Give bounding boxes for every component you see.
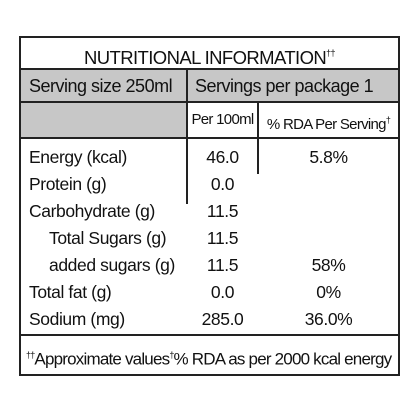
table-row: added sugars (g) 11.5 58% <box>21 252 398 279</box>
footnote-row: ††Approximate values†% RDA as per 2000 k… <box>21 334 398 374</box>
header-rda-text: % RDA Per Serving <box>266 116 387 133</box>
table-row: Energy (kcal) 46.0 5.8% <box>21 144 398 171</box>
per-100ml-value: 0.0 <box>210 174 235 194</box>
per-100ml-value: 0.0 <box>210 282 235 302</box>
per-100ml-value: 11.5 <box>206 255 239 275</box>
footnote-rda: % RDA as per 2000 kcal energy <box>173 349 393 369</box>
rda-value: 58% <box>311 255 346 275</box>
rda-value: 5.8% <box>309 147 348 167</box>
table-row: Carbohydrate (g) 11.5 <box>21 198 398 225</box>
rda-value: 36.0% <box>304 309 353 329</box>
title-footnote-mark: †† <box>326 48 335 58</box>
nutrition-label: NUTRITIONAL INFORMATION†† Serving size 2… <box>19 36 400 376</box>
column-divider-1 <box>186 68 188 204</box>
rda-value: 0% <box>316 282 341 302</box>
servings-per-package: Servings per package 1 <box>195 76 374 96</box>
table-row: Total Sugars (g) 11.5 <box>21 225 398 252</box>
per-100ml-value: 11.5 <box>206 201 239 221</box>
header-blank-cell <box>21 103 186 137</box>
nutrient-name: Sodium (mg) <box>29 309 125 329</box>
column-header-row: Per 100ml % RDA Per Serving† <box>21 103 398 139</box>
rda-footnote-mark: † <box>385 115 391 125</box>
nutrient-name: added sugars (g) <box>49 255 175 275</box>
footnote-mark-1: †† <box>26 350 35 360</box>
footnote-approx: Approximate values <box>34 349 170 369</box>
nutrient-name: Energy (kcal) <box>29 147 127 167</box>
header-rda-per-serving: % RDA Per Serving† <box>259 103 398 137</box>
column-divider-2 <box>257 103 259 174</box>
per-100ml-value: 285.0 <box>201 309 244 329</box>
table-row: Total fat (g) 0.0 0% <box>21 279 398 306</box>
nutrient-name: Carbohydrate (g) <box>29 201 155 221</box>
serving-info-row: Serving size 250ml Servings per package … <box>21 68 398 103</box>
table-row: Protein (g) 0.0 <box>21 171 398 198</box>
nutrient-name: Total Sugars (g) <box>49 228 167 248</box>
per-100ml-value: 46.0 <box>206 147 239 167</box>
per-100ml-value: 11.5 <box>206 228 239 248</box>
nutrient-name: Protein (g) <box>29 174 107 194</box>
nutrient-rows: Energy (kcal) 46.0 5.8% Protein (g) 0.0 … <box>21 144 398 333</box>
footnote-mark-2: † <box>169 350 174 360</box>
footnote-text: ††Approximate values†% RDA as per 2000 k… <box>26 336 393 379</box>
label-title: NUTRITIONAL INFORMATION†† <box>21 38 398 68</box>
serving-size: Serving size 250ml <box>29 76 173 96</box>
table-row: Sodium (mg) 285.0 36.0% <box>21 306 398 333</box>
title-text: NUTRITIONAL INFORMATION <box>84 47 327 69</box>
header-per-100ml: Per 100ml <box>188 103 257 137</box>
nutrient-name: Total fat (g) <box>29 282 112 302</box>
